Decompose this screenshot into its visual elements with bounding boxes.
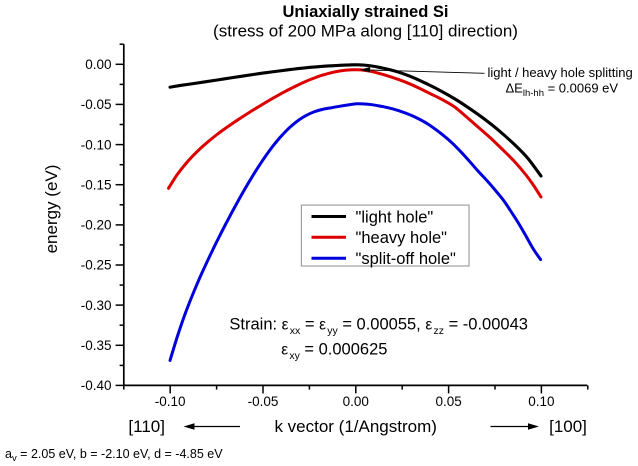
svg-text:0.00: 0.00 <box>343 394 369 409</box>
svg-text:0.10: 0.10 <box>528 394 554 409</box>
svg-text:[110]: [110] <box>128 417 165 436</box>
svg-text:"light hole": "light hole" <box>356 208 434 226</box>
svg-text:-0.40: -0.40 <box>81 378 112 393</box>
svg-text:-0.20: -0.20 <box>81 218 112 233</box>
svg-text:-0.05: -0.05 <box>81 97 112 112</box>
svg-text:-0.30: -0.30 <box>81 298 112 313</box>
svg-text:Strain: εxx = εyy = 0.00055, ε: Strain: εxx = εyy = 0.00055, εzz = -0.00… <box>229 316 528 337</box>
svg-text:[100]: [100] <box>549 417 587 436</box>
svg-text:"heavy hole": "heavy hole" <box>356 229 448 247</box>
svg-text:"split-off hole": "split-off hole" <box>356 250 457 268</box>
svg-text:-0.35: -0.35 <box>81 338 112 353</box>
svg-text:-0.10: -0.10 <box>81 137 112 152</box>
svg-text:-0.10: -0.10 <box>155 394 186 409</box>
svg-text:0.00: 0.00 <box>85 57 111 72</box>
svg-text:(stress of 200 MPa along [110]: (stress of 200 MPa along [110] direction… <box>213 22 518 41</box>
svg-text:k vector (1/Angstrom): k vector (1/Angstrom) <box>274 417 437 436</box>
svg-text:Uniaxially strained Si: Uniaxially strained Si <box>283 3 449 21</box>
svg-text:-0.05: -0.05 <box>248 394 279 409</box>
svg-text:light / heavy hole splitting: light / heavy hole splitting <box>488 65 633 80</box>
svg-text:εxy = 0.000625: εxy = 0.000625 <box>281 341 387 362</box>
svg-text:energy (eV): energy (eV) <box>42 165 61 254</box>
svg-text:-0.25: -0.25 <box>81 258 112 273</box>
svg-text:av = 2.05 eV, b = -2.10 eV, d: av = 2.05 eV, b = -2.10 eV, d = -4.85 eV <box>5 447 223 464</box>
svg-text:-0.15: -0.15 <box>81 177 112 192</box>
svg-text:0.05: 0.05 <box>435 394 461 409</box>
